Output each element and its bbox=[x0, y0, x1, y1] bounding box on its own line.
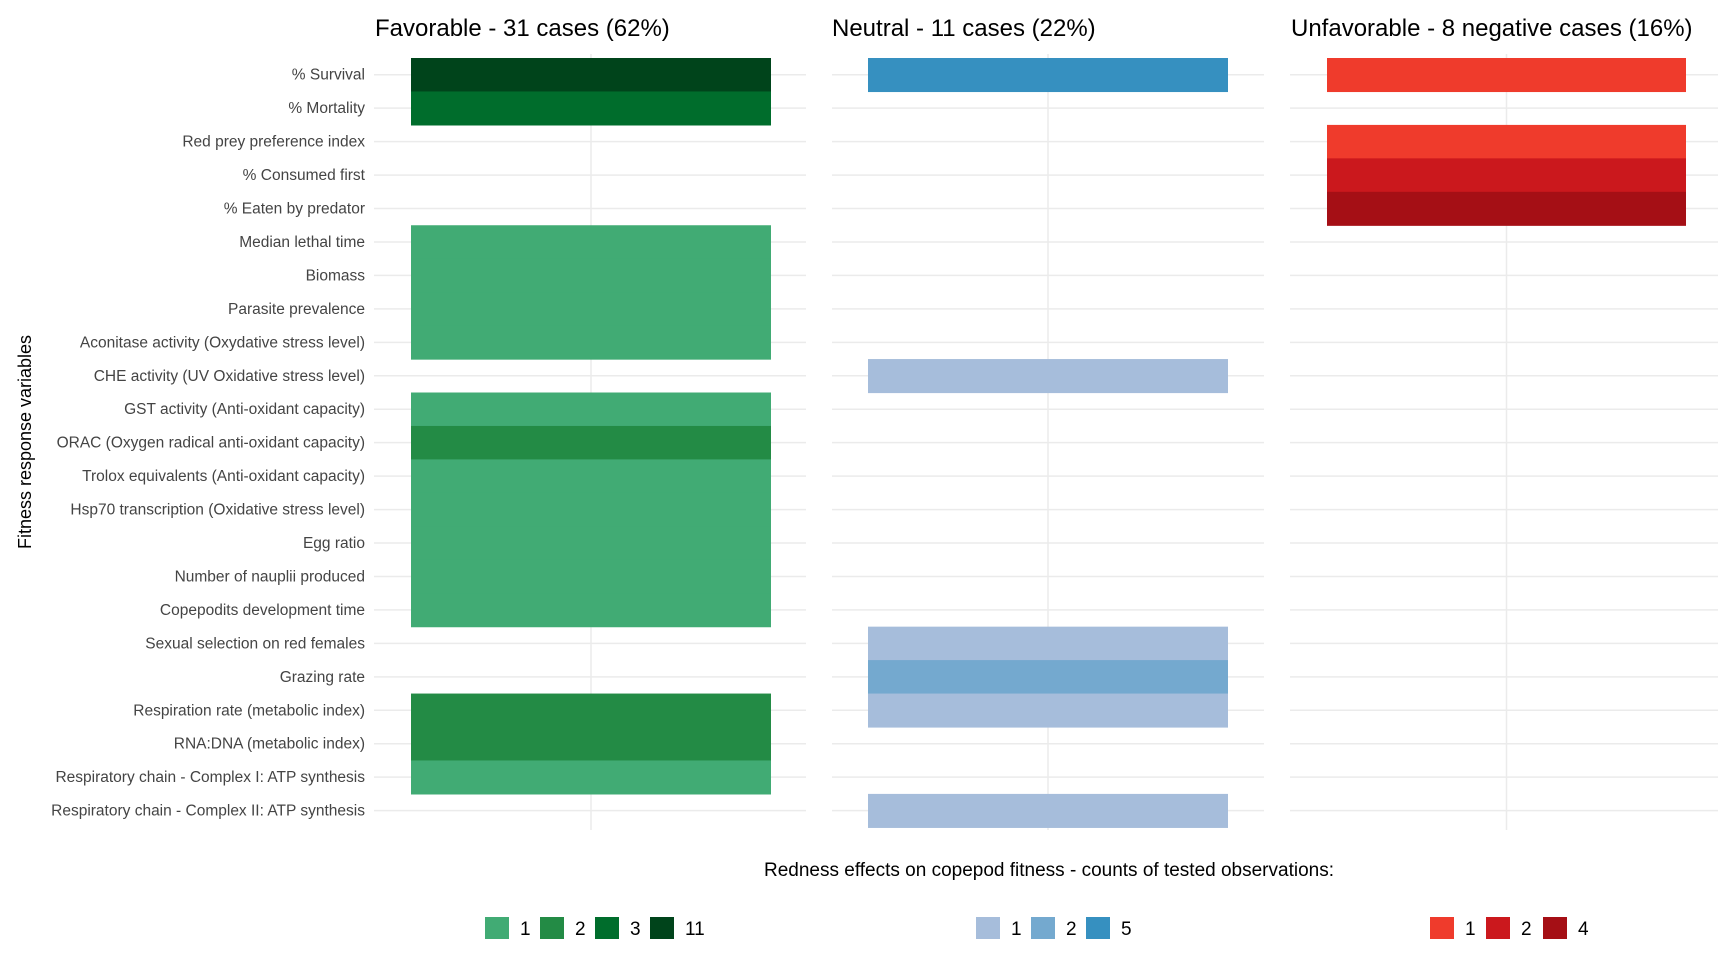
legend-label: 2 bbox=[1521, 919, 1532, 940]
heatmap-cell bbox=[868, 58, 1228, 93]
heatmap-cell bbox=[868, 793, 1228, 828]
heatmap-cell bbox=[411, 526, 771, 561]
y-tick-label: Median lethal time bbox=[239, 234, 365, 251]
legend-label: 11 bbox=[685, 919, 705, 940]
legend-swatch bbox=[1430, 917, 1454, 939]
panel-title: Unfavorable - 8 negative cases (16%) bbox=[1291, 15, 1693, 42]
heatmap-cell bbox=[411, 225, 771, 260]
heatmap-cell bbox=[411, 58, 771, 93]
legend-swatch bbox=[485, 917, 509, 939]
legend-label: 3 bbox=[630, 919, 641, 940]
y-tick-label: Respiration rate (metabolic index) bbox=[133, 702, 365, 719]
heatmap-cell bbox=[411, 727, 771, 762]
panel-title: Neutral - 11 cases (22%) bbox=[832, 15, 1096, 42]
legend-swatch bbox=[1086, 917, 1110, 939]
legend-label: 2 bbox=[575, 919, 586, 940]
legend-swatch bbox=[976, 917, 1000, 939]
heatmap-cell bbox=[411, 425, 771, 460]
legend-layer: 1 2 3 11 1 2 5 1 2 4 bbox=[485, 917, 1589, 940]
y-tick-label: % Consumed first bbox=[243, 167, 366, 184]
legend-swatch bbox=[650, 917, 674, 939]
heatmap-cell bbox=[411, 325, 771, 360]
y-tick-label: % Eaten by predator bbox=[224, 201, 365, 218]
y-tick-label: ORAC (Oxygen radical anti-oxidant capaci… bbox=[57, 435, 365, 452]
y-tick-label: Red prey preference index bbox=[182, 134, 365, 151]
legend-swatch bbox=[1486, 917, 1510, 939]
y-tick-label: % Mortality bbox=[288, 100, 365, 117]
heatmap-cell bbox=[411, 693, 771, 728]
y-tick-label: % Survival bbox=[292, 67, 365, 84]
cell-layer bbox=[411, 58, 1686, 828]
y-axis-title: Fitness response variables bbox=[15, 335, 35, 549]
legend-label: 1 bbox=[1011, 919, 1022, 940]
heatmap-cell bbox=[868, 626, 1228, 661]
y-tick-label: Hsp70 transcription (Oxidative stress le… bbox=[70, 502, 365, 519]
heatmap-cell bbox=[411, 492, 771, 527]
y-tick-label: Parasite prevalence bbox=[228, 301, 365, 318]
y-tick-label: Aconitase activity (Oxydative stress lev… bbox=[80, 334, 365, 351]
label-layer: % Survival % Mortality Red prey preference… bbox=[51, 15, 1692, 820]
legend-title: Redness effects on copepod fitness - cou… bbox=[764, 860, 1334, 881]
heatmap-cell bbox=[411, 760, 771, 795]
legend-label: 4 bbox=[1578, 919, 1589, 940]
heatmap-cell bbox=[411, 459, 771, 494]
legend-swatch bbox=[1543, 917, 1567, 939]
y-tick-label: Biomass bbox=[306, 267, 366, 284]
legend-swatch bbox=[595, 917, 619, 939]
heatmap-cell bbox=[411, 258, 771, 293]
heatmap-cell bbox=[868, 693, 1228, 728]
y-tick-label: Respiratory chain - Complex I: ATP synth… bbox=[55, 769, 365, 786]
heatmap-cell bbox=[1327, 58, 1686, 93]
legend-label: 1 bbox=[520, 919, 531, 940]
heatmap-cell bbox=[411, 292, 771, 327]
y-tick-label: Copepodits development time bbox=[160, 602, 365, 619]
heatmap-cell bbox=[1327, 124, 1686, 159]
legend-label: 5 bbox=[1121, 919, 1132, 940]
y-tick-label: Trolox equivalents (Anti-oxidant capacit… bbox=[82, 468, 365, 485]
heatmap-cell bbox=[868, 660, 1228, 695]
heatmap-cell bbox=[411, 593, 771, 628]
legend-label: 2 bbox=[1066, 919, 1077, 940]
y-tick-label: GST activity (Anti-oxidant capacity) bbox=[124, 401, 365, 418]
heatmap-cell bbox=[411, 392, 771, 427]
heatmap-cell bbox=[1327, 191, 1686, 226]
legend-swatch bbox=[540, 917, 564, 939]
heatmap-cell bbox=[411, 559, 771, 594]
heatmap-cell bbox=[1327, 158, 1686, 193]
legend-swatch bbox=[1031, 917, 1055, 939]
legend-label: 1 bbox=[1465, 919, 1476, 940]
y-tick-label: CHE activity (UV Oxidative stress level) bbox=[94, 368, 365, 385]
y-tick-label: Egg ratio bbox=[303, 535, 365, 552]
y-tick-label: Number of nauplii produced bbox=[175, 568, 365, 585]
y-tick-label: Sexual selection on red females bbox=[145, 635, 365, 652]
panel-title: Favorable - 31 cases (62%) bbox=[375, 15, 670, 42]
y-tick-label: Respiratory chain - Complex II: ATP synt… bbox=[51, 803, 365, 820]
heatmap-cell bbox=[411, 91, 771, 126]
y-tick-label: RNA:DNA (metabolic index) bbox=[174, 736, 365, 753]
heatmap-cell bbox=[868, 359, 1228, 394]
y-tick-label: Grazing rate bbox=[280, 669, 365, 686]
